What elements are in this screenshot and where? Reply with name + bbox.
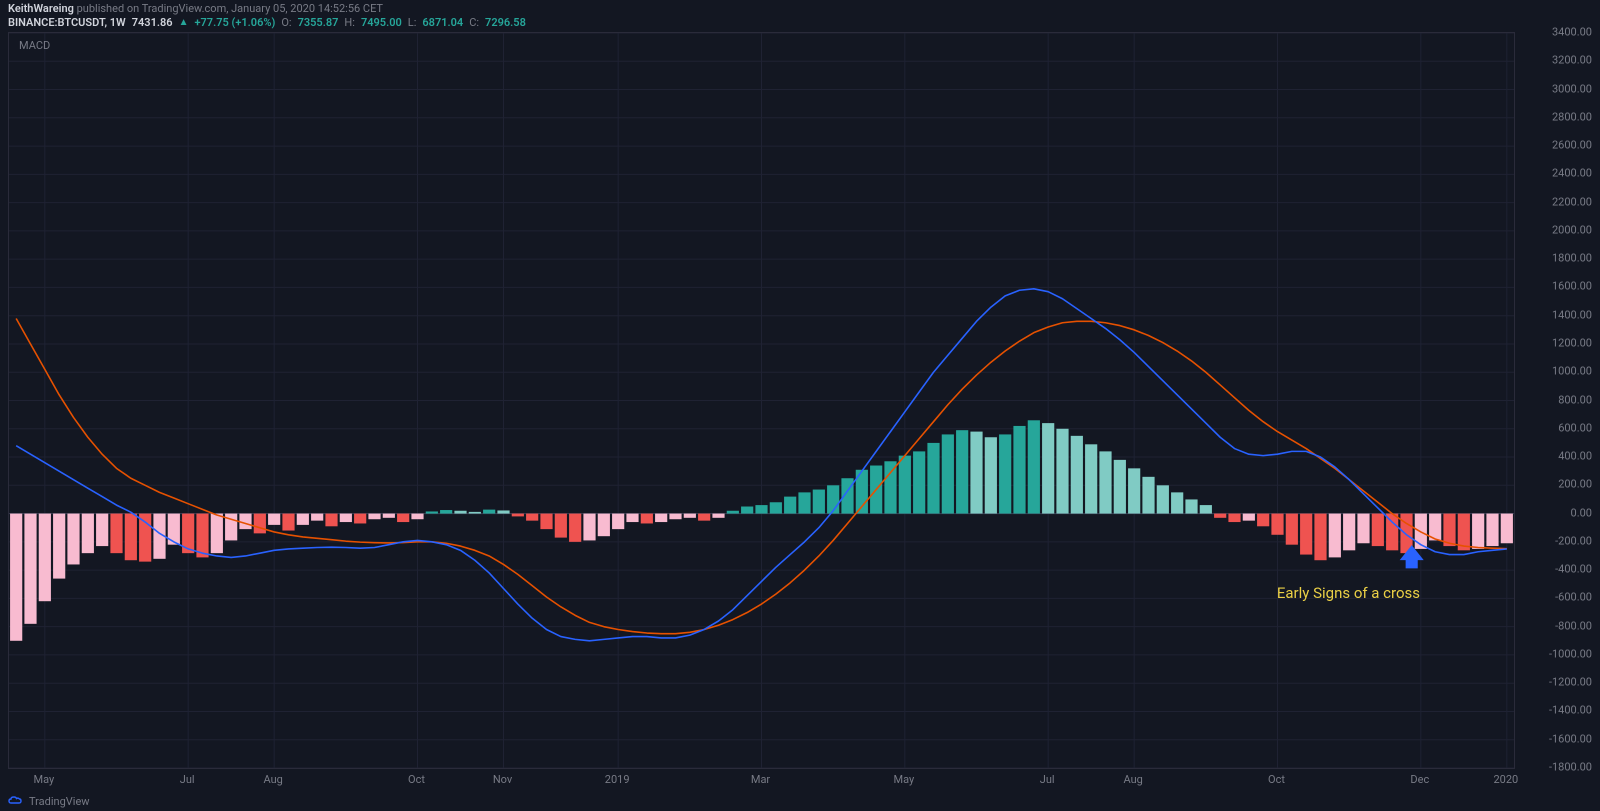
y-tick-label: 1400.00 [1552,308,1592,321]
x-tick-label: May [893,773,914,786]
y-tick-label: 2600.00 [1552,139,1592,152]
low-label: L: [408,16,417,30]
x-tick-label: Aug [263,773,282,786]
x-tick-label: May [33,773,54,786]
annotation-text: Early Signs of a cross [1277,584,1420,602]
x-tick-label: Aug [1123,773,1142,786]
tradingview-logo[interactable]: TradingView [8,795,90,808]
y-axis: 3400.003200.003000.002800.002600.002400.… [1520,32,1600,769]
y-tick-label: 800.00 [1558,393,1592,406]
chart-container: KeithWareing published on TradingView.co… [0,0,1600,811]
y-tick-label: -1400.00 [1549,704,1592,717]
tv-cloud-icon [8,795,24,807]
y-tick-label: 3200.00 [1552,54,1592,67]
symbol-label: BINANCE:BTCUSDT, 1W [8,16,126,30]
up-arrow-icon: ▲ [179,16,189,30]
chart-header: KeithWareing published on TradingView.co… [0,0,1600,32]
published-on-text: published on TradingView.com, [74,2,231,15]
x-tick-label: 2019 [605,773,630,786]
author-name: KeithWareing [8,2,74,15]
x-tick-label: Jul [180,773,195,786]
x-tick-label: Mar [751,773,770,786]
footer-bar: TradingView [0,791,1600,811]
y-tick-label: 3000.00 [1552,82,1592,95]
open-label: O: [281,16,291,30]
open-value: 7355.87 [298,16,339,30]
y-tick-label: 2800.00 [1552,110,1592,123]
macd-chart-svg [9,33,1514,768]
y-tick-label: -800.00 [1555,619,1592,632]
ohlc-line: BINANCE:BTCUSDT, 1W 7431.86 ▲ +77.75 (+1… [8,16,1592,30]
y-tick-label: -1800.00 [1549,761,1592,774]
close-label: C: [469,16,479,30]
y-tick-label: 2400.00 [1552,167,1592,180]
y-tick-label: -1000.00 [1549,647,1592,660]
y-tick-label: 400.00 [1558,450,1592,463]
indicator-label: MACD [19,39,50,52]
footer-brand-text: TradingView [29,795,90,808]
y-tick-label: 1600.00 [1552,280,1592,293]
x-tick-label: Oct [408,773,425,786]
y-tick-label: 600.00 [1558,421,1592,434]
price-change: +77.75 (+1.06%) [194,16,275,30]
x-tick-label: Nov [493,773,512,786]
y-tick-label: -600.00 [1555,591,1592,604]
y-tick-label: 0.00 [1571,506,1592,519]
x-tick-label: Jul [1040,773,1055,786]
price-value: 7431.86 [132,16,173,30]
y-tick-label: -200.00 [1555,534,1592,547]
x-tick-label: Dec [1410,773,1429,786]
y-tick-label: 2000.00 [1552,223,1592,236]
y-tick-label: -1600.00 [1549,732,1592,745]
low-value: 6871.04 [422,16,463,30]
y-tick-label: 1200.00 [1552,336,1592,349]
y-tick-label: 3400.00 [1552,26,1592,39]
annotation-arrow-icon: 🡅 [1399,540,1424,581]
y-tick-label: 2200.00 [1552,195,1592,208]
close-value: 7296.58 [485,16,526,30]
x-axis: May Jul Aug Oct Nov 2019 Mar May Jul Aug Oct Dec 202… [8,771,1515,791]
y-tick-label: 200.00 [1558,478,1592,491]
publish-line: KeithWareing published on TradingView.co… [8,2,1592,16]
publish-timestamp: January 05, 2020 14:52:56 CET [231,2,383,15]
y-tick-label: -400.00 [1555,563,1592,576]
high-label: H: [344,16,355,30]
chart-pane[interactable]: MACD Early Signs of a cross 🡅 [8,32,1515,769]
high-value: 7495.00 [361,16,402,30]
x-tick-label: 2020 [1493,773,1518,786]
y-tick-label: 1800.00 [1552,252,1592,265]
y-tick-label: -1200.00 [1549,676,1592,689]
y-tick-label: 1000.00 [1552,365,1592,378]
x-tick-label: Oct [1268,773,1285,786]
